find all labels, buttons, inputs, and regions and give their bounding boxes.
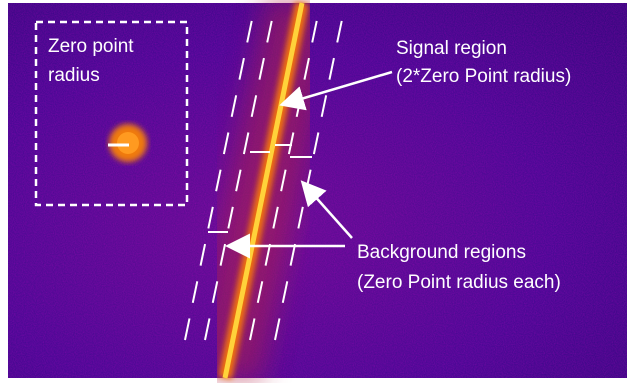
annotation: (2*Zero Point radius): [396, 66, 571, 87]
inset-label: Zero point: [48, 36, 134, 57]
image: Zero point radius Signal region (2*Zero …: [0, 0, 635, 383]
body: Zero point radius Signal region (2*Zero …: [0, 0, 635, 383]
annotation: (Zero Point radius each): [357, 272, 561, 293]
inset-label: radius: [48, 65, 100, 86]
page: {"inset": {"label_lines": ["Zero point",…: [0, 0, 635, 383]
annotation: Background regions: [357, 242, 526, 263]
annotation: Signal region: [396, 38, 507, 59]
star-core: [117, 132, 139, 154]
